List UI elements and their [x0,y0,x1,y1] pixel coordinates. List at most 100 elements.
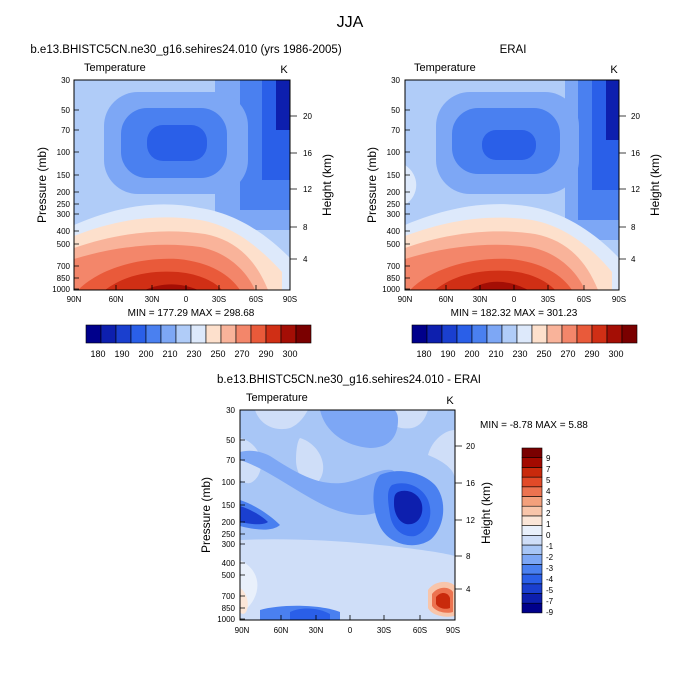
panel-model-colorbar [85,324,312,344]
colorbar-label: 7 [546,465,551,474]
colorbar-swatch [100,324,117,344]
colorbar-swatch [521,602,543,614]
panel-obs-colorbar-labels: 180 190 200 210 230 250 270 290 300 [416,349,623,359]
panel-model-colorbar-labels: 180 190 200 210 230 250 270 290 300 [90,349,297,359]
panel-diff-x-ticks: 90N 60N 30N 0 30S 60S 90S [235,615,460,635]
x-tick-label: 0 [184,295,189,304]
panel-diff-colorbar-labels: 9 7 5 4 3 2 1 0 -1 -2 -3 -4 -5 -7 -9 [546,454,554,617]
colorbar-label: 250 [536,349,551,359]
colorbar-label: 9 [546,454,551,463]
colorbar-label: -4 [546,575,554,584]
panel-model-title: b.e13.BHISTC5CN.ne30_g16.sehires24.010 (… [30,44,341,56]
colorbar-label: 210 [488,349,503,359]
y2-tick-label: 20 [631,112,640,121]
x-tick-label: 90N [67,295,82,304]
y-tick-label: 300 [222,540,236,549]
y2-tick-label: 8 [303,223,308,232]
panel-diff-colorbar [521,447,543,614]
colorbar-label: 300 [282,349,297,359]
colorbar-swatch [250,324,267,344]
y-tick-label: 50 [226,436,235,445]
panel-obs: ERAI Temperature K [365,44,662,359]
colorbar-label: 270 [560,349,575,359]
x-tick-label: 60S [249,295,263,304]
y-tick-label: 100 [387,148,401,157]
y2-tick-label: 20 [466,442,475,451]
panel-diff-min-max: MIN = -8.78 MAX = 5.88 [480,420,588,431]
y-tick-label: 30 [226,406,235,415]
colorbar-swatch [205,324,222,344]
x-tick-label: 90S [612,295,626,304]
panel-obs-colorbar [411,324,638,344]
panel-model-ylabel: Pressure (mb) [35,147,49,223]
panel-obs-left-label: Temperature [414,62,476,74]
colorbar-label: 210 [162,349,177,359]
colorbar-label: -5 [546,586,554,595]
colorbar-swatch [521,544,543,555]
x-tick-label: 90N [235,626,250,635]
x-tick-label: 30S [377,626,391,635]
panel-diff-field [239,409,456,621]
colorbar-swatch [521,467,543,478]
colorbar-swatch [471,324,488,344]
colorbar-swatch [521,476,543,488]
y-tick-label: 1000 [217,615,235,624]
colorbar-swatch [576,324,593,344]
x-tick-label: 30S [212,295,226,304]
panel-diff-ylabel: Pressure (mb) [199,477,213,553]
y2-tick-label: 4 [466,585,471,594]
y-tick-label: 70 [226,456,235,465]
panel-model: b.e13.BHISTC5CN.ne30_g16.sehires24.010 (… [30,44,341,359]
y-tick-label: 1000 [382,285,400,294]
colorbar-label: 180 [90,349,105,359]
x-tick-label: 60S [413,626,427,635]
y-tick-label: 500 [222,571,236,580]
panel-diff-y2label: Height (km) [479,482,493,544]
y-tick-label: 850 [57,274,71,283]
panel-diff-y2-ticks: 4 8 12 16 20 [455,442,475,594]
y-tick-label: 400 [57,227,71,236]
y-tick-label: 200 [57,188,71,197]
colorbar-swatch [426,324,443,344]
y-tick-label: 100 [57,148,71,157]
colorbar-swatch [115,324,132,344]
x-tick-label: 90S [283,295,297,304]
colorbar-swatch [521,534,543,546]
colorbar-label: -9 [546,608,554,617]
colorbar-swatch [521,583,543,594]
y-tick-label: 500 [387,240,401,249]
y-tick-label: 850 [387,274,401,283]
y-tick-label: 50 [391,106,400,115]
panel-model-x-ticks: 90N 60N 30N 0 30S 60S 90S [67,285,297,304]
colorbar-swatch [411,324,428,344]
colorbar-swatch [521,515,543,526]
x-tick-label: 0 [512,295,517,304]
colorbar-swatch [521,525,543,536]
y-tick-label: 100 [222,478,236,487]
x-tick-label: 90S [446,626,460,635]
colorbar-swatch [280,324,297,344]
colorbar-swatch [235,324,252,344]
colorbar-swatch [521,593,543,604]
y-tick-label: 250 [57,200,71,209]
x-tick-label: 30N [145,295,160,304]
y-tick-label: 200 [387,188,401,197]
colorbar-swatch [606,324,623,344]
colorbar-swatch [521,564,543,575]
y-tick-label: 50 [61,106,70,115]
panel-obs-right-label: K [610,64,618,76]
y-tick-label: 150 [222,501,236,510]
colorbar-label: 180 [416,349,431,359]
colorbar-swatch [456,324,473,344]
colorbar-swatch [145,324,162,344]
colorbar-label: 200 [464,349,479,359]
y2-tick-label: 8 [631,223,636,232]
colorbar-swatch [521,505,543,517]
panel-diff-left-label: Temperature [246,392,308,404]
colorbar-swatch [531,324,548,344]
y-tick-label: 200 [222,518,236,527]
y2-tick-label: 12 [303,185,312,194]
x-tick-label: 0 [348,626,353,635]
x-tick-label: 60N [439,295,454,304]
colorbar-swatch [516,324,533,344]
